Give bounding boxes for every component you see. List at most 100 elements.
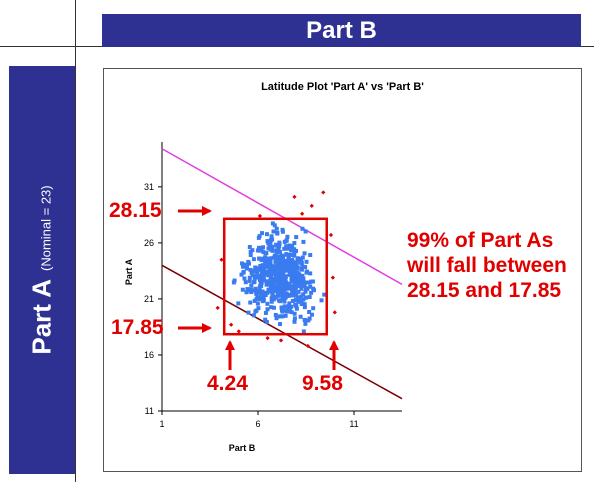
scatter-point: [289, 304, 294, 309]
scatter-point: [305, 280, 310, 285]
outlier-point: [330, 275, 336, 280]
scatter-point: [256, 297, 261, 302]
scatter-point: [267, 266, 272, 271]
scatter-point: [298, 259, 303, 264]
scatter-point: [291, 267, 296, 272]
scatter-point: [273, 273, 278, 278]
scatter-point: [288, 293, 293, 298]
scatter-point: [261, 297, 266, 302]
scatter-point: [307, 316, 312, 321]
scatter-point: [257, 245, 262, 250]
scatter-point: [290, 289, 295, 294]
scatter-point: [270, 292, 275, 297]
scatter-point: [275, 276, 280, 281]
scatter-point: [258, 263, 263, 268]
outlier-point: [309, 203, 314, 209]
scatter-point: [311, 288, 316, 293]
scatter-point: [278, 314, 283, 319]
scatter-point: [268, 256, 273, 261]
scatter-point: [269, 296, 274, 301]
scatter-point: [250, 248, 255, 253]
scatter-point: [302, 251, 307, 256]
scatter-point: [271, 229, 276, 234]
outlier-point: [215, 305, 220, 311]
scatter-point: [291, 270, 296, 275]
outlier-point: [305, 343, 311, 349]
scatter-point: [286, 267, 291, 272]
scatter-point: [299, 302, 304, 307]
scatter-point: [300, 226, 305, 231]
scatter-point: [291, 293, 296, 298]
y-tick-label: 26: [144, 238, 154, 248]
scatter-point: [287, 303, 292, 308]
scatter-point: [286, 286, 291, 291]
scatter-point: [284, 252, 289, 257]
scatter-point: [261, 271, 266, 276]
chart-title: Latitude Plot 'Part A' vs 'Part B': [261, 81, 424, 93]
scatter-point: [301, 329, 306, 334]
scatter-point: [255, 266, 260, 271]
scatter-point: [287, 259, 292, 264]
scatter-point: [271, 255, 276, 260]
scatter-point: [272, 288, 277, 293]
scatter-point: [274, 279, 279, 284]
scatter-point: [269, 305, 274, 310]
x-axis-label: Part B: [229, 443, 256, 453]
scatter-point: [263, 317, 268, 322]
scatter-point: [259, 271, 264, 276]
scatter-point: [279, 263, 284, 268]
outlier-point: [236, 329, 241, 334]
scatter-point: [257, 256, 262, 261]
scatter-point: [277, 240, 282, 245]
scatter-point: [274, 248, 279, 253]
scatter-point: [265, 260, 270, 265]
scatter-point: [232, 278, 237, 283]
scatter-point: [274, 316, 279, 321]
scatter-point: [265, 301, 270, 306]
scatter-point: [282, 308, 287, 313]
scatter-point: [278, 283, 283, 288]
scatter-point: [253, 288, 258, 293]
scatter-point: [303, 286, 308, 291]
scatter-point: [294, 276, 299, 281]
scatter-point: [269, 234, 274, 239]
scatter-point: [260, 263, 265, 268]
scatter-point: [302, 265, 307, 270]
scatter-point: [244, 265, 249, 270]
scatter-point: [270, 244, 275, 249]
lower-boundary-line: [161, 264, 403, 400]
scatter-point: [282, 261, 287, 266]
scatter-point: [256, 235, 261, 240]
scatter-point: [271, 268, 276, 273]
scatter-point: [255, 289, 260, 294]
scatter-point: [311, 306, 316, 311]
scatter-point: [290, 284, 295, 289]
scatter-point: [284, 291, 289, 296]
scatter-point: [282, 264, 287, 269]
scatter-point: [296, 281, 301, 286]
outlier-point: [228, 322, 234, 327]
scatter-point: [266, 246, 271, 251]
scatter-point: [258, 280, 263, 285]
scatter-point: [239, 272, 244, 277]
scatter-point: [270, 290, 275, 295]
scatter-point: [287, 243, 292, 248]
scatter-point: [303, 321, 308, 326]
scatter-point: [273, 312, 278, 317]
scatter-point: [304, 259, 309, 264]
scatter-point: [255, 301, 260, 306]
scatter-point: [286, 307, 291, 312]
y-tick-label: 16: [144, 350, 154, 360]
scatter-point: [279, 253, 284, 258]
scatter-point: [261, 294, 266, 299]
scatter-point: [291, 274, 296, 279]
scatter-point: [268, 277, 273, 282]
scatter-point: [308, 271, 313, 276]
scatter-point: [283, 278, 288, 283]
scatter-point: [236, 301, 241, 306]
scatter-point: [303, 289, 308, 294]
scatter-point: [285, 309, 290, 314]
scatter-point: [275, 230, 280, 235]
scatter-point: [270, 237, 275, 242]
scatter-point: [292, 260, 297, 265]
